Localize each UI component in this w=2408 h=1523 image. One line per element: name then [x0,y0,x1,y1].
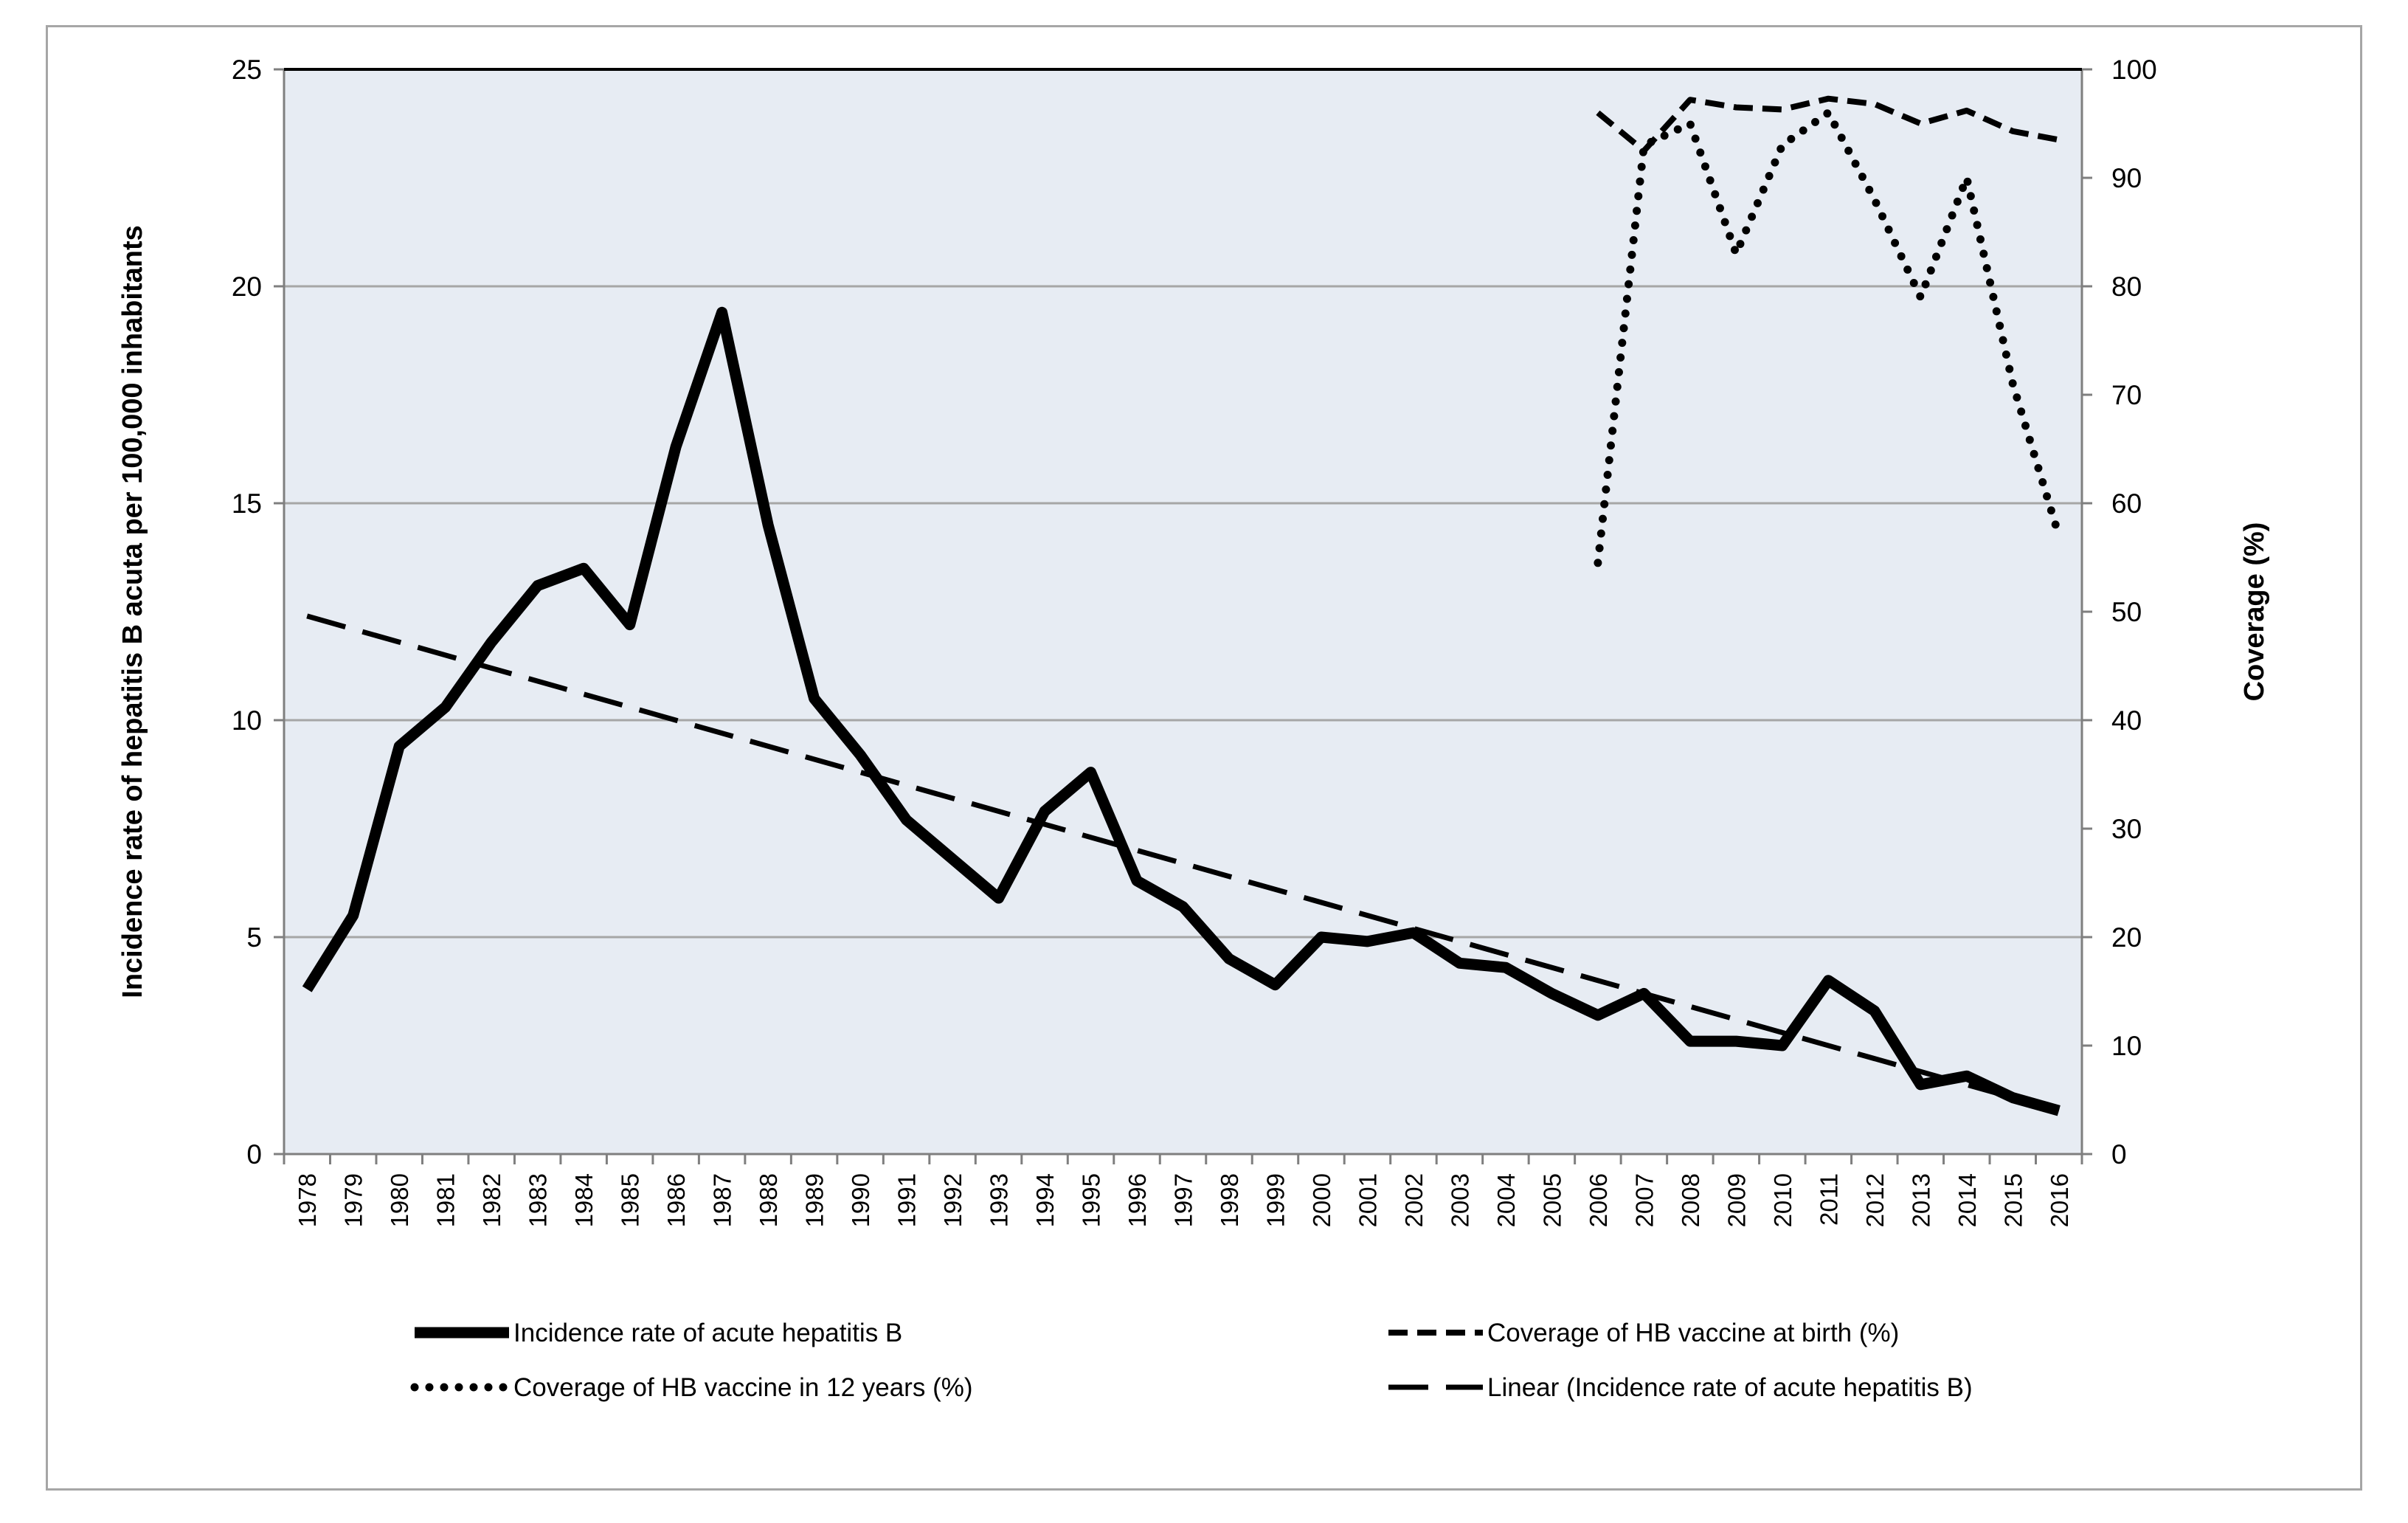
legend-label-0: Incidence rate of acute hepatitis B [513,1319,902,1347]
x-tick-label: 1979 [340,1173,367,1227]
y-axis-title: Incidence rate of hepatitis B acuta per … [117,225,148,998]
y-tick-label: 5 [246,922,262,953]
x-tick-label: 2008 [1677,1173,1704,1227]
legend: Incidence rate of acute hepatitis B Cover… [410,1319,1973,1402]
series [302,95,2063,1116]
x-tick-label: 1980 [386,1173,413,1227]
y-tick-label: 0 [246,1139,262,1170]
x-tick-label: 2000 [1308,1173,1335,1227]
x-tick-label: 1983 [525,1173,552,1227]
x-tick-label: 1997 [1170,1173,1197,1227]
x-tick-label: 2006 [1585,1173,1612,1227]
x-tick-label: 2011 [1815,1173,1842,1226]
series-line-2 [1594,108,2063,567]
x-tick-label: 1978 [294,1173,321,1227]
y2-tick-label: 40 [2111,705,2142,736]
x-tick-label: 2001 [1354,1173,1381,1227]
y2-tick-label: 90 [2111,163,2142,193]
x-tick-label: 2005 [1538,1173,1565,1227]
x-tick-label: 1995 [1078,1173,1105,1227]
y-tick-label: 15 [232,488,262,519]
x-tick-label: 1989 [801,1173,828,1227]
x-tick-label: 1998 [1216,1173,1243,1227]
x-tick-label: 1996 [1124,1173,1151,1227]
y2-tick-label: 20 [2111,922,2142,953]
x-tick-label: 1982 [478,1173,505,1227]
y-tick-label: 25 [232,55,262,85]
x-tick-label: 2013 [1907,1173,1934,1227]
x-tick-label: 1999 [1262,1173,1289,1227]
x-tick-label: 2002 [1400,1173,1428,1227]
y-tick-label: 20 [232,272,262,302]
x-tick-label: 1984 [570,1173,598,1227]
y2-tick-label: 70 [2111,380,2142,410]
y2-tick-label: 60 [2111,488,2142,519]
x-tick-label: 2014 [1954,1173,1981,1227]
x-tick-label: 1993 [986,1173,1013,1227]
x-tick-label: 2009 [1723,1173,1750,1227]
x-tick-label: 2007 [1630,1173,1658,1227]
x-tick-label: 1986 [662,1173,690,1227]
legend-label-2: Coverage of HB vaccine in 12 years (%) [513,1373,973,1402]
y2-tick-label: 80 [2111,272,2142,302]
y-tick-label: 10 [232,705,262,736]
x-tick-label: 2003 [1446,1173,1473,1227]
x-tick-label: 1992 [939,1173,966,1227]
legend-label-1: Coverage of HB vaccine at birth (%) [1487,1319,1899,1347]
x-tick-label: 1990 [847,1173,874,1227]
x-tick-label: 1985 [617,1173,644,1227]
series-line-1 [1596,95,2060,154]
y2-tick-label: 100 [2111,55,2157,85]
y2-tick-label: 50 [2111,597,2142,627]
x-tick-label: 1994 [1031,1173,1059,1227]
x-tick-label: 1987 [709,1173,736,1227]
x-tick-label: 1988 [755,1173,782,1227]
plot-area [284,69,2082,1154]
y2-tick-label: 10 [2111,1031,2142,1061]
x-tick-label: 2004 [1492,1173,1520,1227]
series-line-0 [302,306,2061,1116]
y2-axis-title: Coverage (%) [2239,522,2270,702]
x-tick-label: 1991 [893,1173,921,1227]
x-tick-label: 2015 [1999,1173,2027,1227]
legend-label-3: Linear (Incidence rate of acute hepatiti… [1487,1373,1973,1402]
axes [274,68,2092,1164]
x-tick-label: 2010 [1769,1173,1796,1227]
y2-tick-label: 0 [2111,1139,2127,1170]
x-tick-label: 2012 [1861,1173,1889,1227]
tick-labels: 0 5 10 15 20 25 0 10 20 30 40 50 60 70 80 90 100 1978 1979… [232,55,2157,1227]
x-tick-label: 2016 [2046,1173,2073,1227]
series-line-3 [306,613,2060,1113]
x-tick-label: 1981 [432,1173,460,1227]
y2-tick-label: 30 [2111,814,2142,844]
